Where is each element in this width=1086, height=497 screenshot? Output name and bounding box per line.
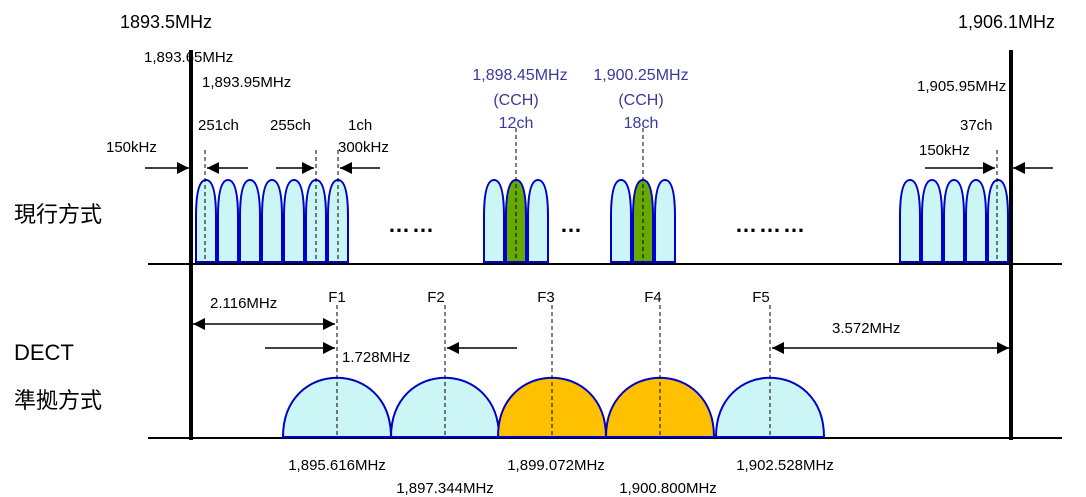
carrier xyxy=(987,178,1009,263)
band-right-label: 1,906.1MHz xyxy=(958,12,1055,32)
label-1893-95: 1,893.95MHz xyxy=(202,74,291,91)
current-markers xyxy=(204,128,998,264)
label-cch2-tag: (CCH) xyxy=(618,92,663,109)
dect-row-label-2: 準拠方式 xyxy=(14,388,102,413)
dect-arrows xyxy=(193,318,1009,354)
label-cch2-ch: 18ch xyxy=(624,115,659,132)
dect-carriers xyxy=(281,376,826,438)
carrier xyxy=(527,178,549,263)
label-1ch: 1ch xyxy=(348,117,372,134)
carrier-freq-f5: 1,902.528MHz xyxy=(736,457,834,474)
dect-carrier-f4 xyxy=(604,376,716,438)
carrier-label-f3: F3 xyxy=(537,289,555,306)
dect-markers xyxy=(336,305,771,438)
carrier-label-f2: F2 xyxy=(427,289,445,306)
label-cch1-freq: 1,898.45MHz xyxy=(472,67,567,84)
carrier xyxy=(239,178,261,263)
carrier xyxy=(283,178,305,263)
dect-carrier-f1 xyxy=(281,376,393,438)
ellipsis-1: …… xyxy=(388,212,436,237)
label-cch1-tag: (CCH) xyxy=(493,92,538,109)
label-251ch: 251ch xyxy=(198,117,239,134)
carrier xyxy=(943,178,965,263)
current-carriers xyxy=(195,178,1009,263)
label-guard-right: 150kHz xyxy=(919,142,970,159)
label-1905-95: 1,905.95MHz xyxy=(917,78,1006,95)
carrier xyxy=(899,178,921,263)
dect-carrier-f2 xyxy=(389,376,501,438)
carrier-label-f1: F1 xyxy=(328,289,346,306)
label-37ch: 37ch xyxy=(960,117,993,134)
carrier-freq-f3: 1,899.072MHz xyxy=(507,457,605,474)
carrier-freq-f2: 1,897.344MHz xyxy=(396,480,494,497)
carrier xyxy=(654,178,676,263)
current-row-label: 現行方式 xyxy=(14,202,102,227)
label-cch2-freq: 1,900.25MHz xyxy=(593,67,688,84)
label-right-offset: 3.572MHz xyxy=(832,320,900,337)
ellipsis-3: ……… xyxy=(735,212,807,237)
label-left-offset: 2.116MHz xyxy=(210,295,277,312)
carrier-freq-f1: 1,895.616MHz xyxy=(288,457,386,474)
band-left-label: 1893.5MHz xyxy=(120,12,212,32)
carrier xyxy=(483,178,505,263)
label-spacing: 1.728MHz xyxy=(342,349,410,366)
dect-carrier-f5 xyxy=(714,376,826,438)
carrier xyxy=(261,178,283,263)
label-guard-left: 150kHz xyxy=(106,139,157,156)
carrier-label-f5: F5 xyxy=(752,289,770,306)
carrier xyxy=(195,178,217,263)
carrier xyxy=(965,178,987,263)
dect-carrier-f3 xyxy=(496,376,608,438)
dect-row-label-1: DECT xyxy=(14,340,74,365)
label-300khz: 300kHz xyxy=(338,139,389,156)
carrier-freq-f4: 1,900.800MHz xyxy=(619,480,717,497)
carrier-label-f4: F4 xyxy=(644,289,662,306)
carrier xyxy=(610,178,632,263)
label-255ch: 255ch xyxy=(270,117,311,134)
label-cch1-ch: 12ch xyxy=(499,115,534,132)
carrier xyxy=(217,178,239,263)
ellipsis-2: … xyxy=(560,212,584,237)
label-1893-65: 1,893.65MHz xyxy=(144,49,233,66)
carrier xyxy=(921,178,943,263)
